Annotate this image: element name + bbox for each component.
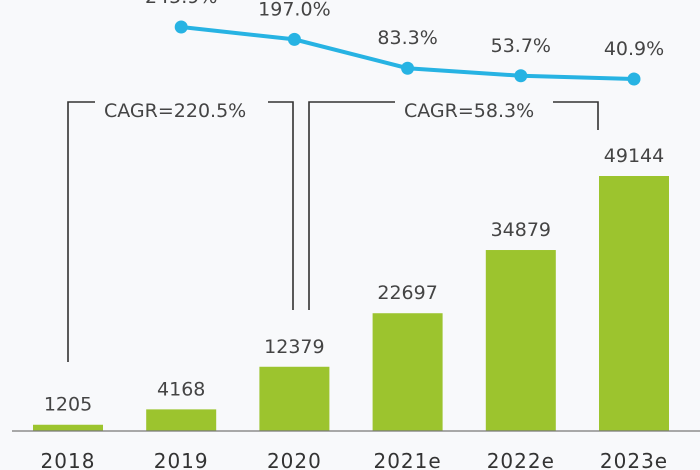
category-label: 2019 <box>154 449 209 470</box>
growth-point-2019 <box>174 20 188 34</box>
growth-point-2021e <box>401 61 415 75</box>
cagr-label-2: CAGR=58.3% <box>404 100 534 122</box>
cagr-label-1: CAGR=220.5% <box>104 100 246 122</box>
growth-value-label: 245.9% <box>145 0 217 8</box>
bar-2022e <box>485 250 556 431</box>
growth-value-label: 83.3% <box>377 27 437 49</box>
growth-value-label: 53.7% <box>491 35 551 57</box>
bar-value-label: 49144 <box>604 145 664 167</box>
cagr-bracket-right <box>308 101 395 310</box>
growth-point-2020 <box>287 32 301 46</box>
category-label: 2018 <box>41 449 96 470</box>
bar-value-label: 22697 <box>377 282 437 304</box>
growth-point-2022e <box>514 69 528 83</box>
bar-2021e <box>372 313 443 431</box>
category-label: 2022e <box>487 449 555 470</box>
cagr-bracket-left <box>67 101 95 362</box>
bar-value-label: 12379 <box>264 336 324 358</box>
bar-value-label: 1205 <box>44 394 92 416</box>
cagr-bracket-right-end <box>553 101 599 130</box>
bar-2020 <box>259 366 330 431</box>
bar-2023e <box>599 176 669 431</box>
growth-point-2023e <box>627 72 641 86</box>
bar-2019 <box>146 409 217 431</box>
bar-value-label: 4168 <box>157 378 205 400</box>
bar-value-label: 34879 <box>491 219 551 241</box>
category-label: 2023e <box>600 449 668 470</box>
growth-value-label: 40.9% <box>604 38 664 60</box>
category-label: 2021e <box>373 449 441 470</box>
growth-value-label: 197.0% <box>258 0 330 20</box>
category-label: 2020 <box>267 449 322 470</box>
cagr-bracket-left-end <box>268 101 294 310</box>
bar-2018 <box>33 424 103 431</box>
